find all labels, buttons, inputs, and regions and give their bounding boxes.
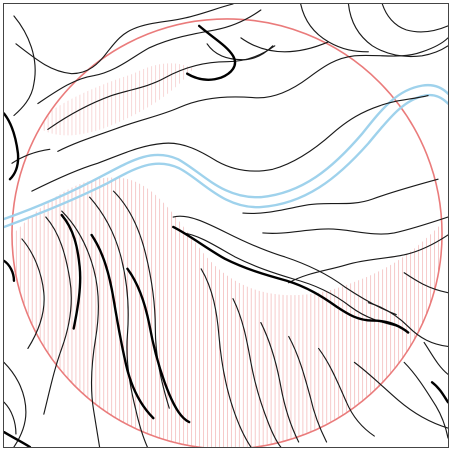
map-canvas <box>4 4 448 447</box>
contour-lines <box>4 4 448 447</box>
visibility-hatching <box>11 63 443 447</box>
index-contours <box>4 24 448 447</box>
viewshed-circle <box>11 18 443 447</box>
topographic-map[interactable] <box>3 3 449 448</box>
